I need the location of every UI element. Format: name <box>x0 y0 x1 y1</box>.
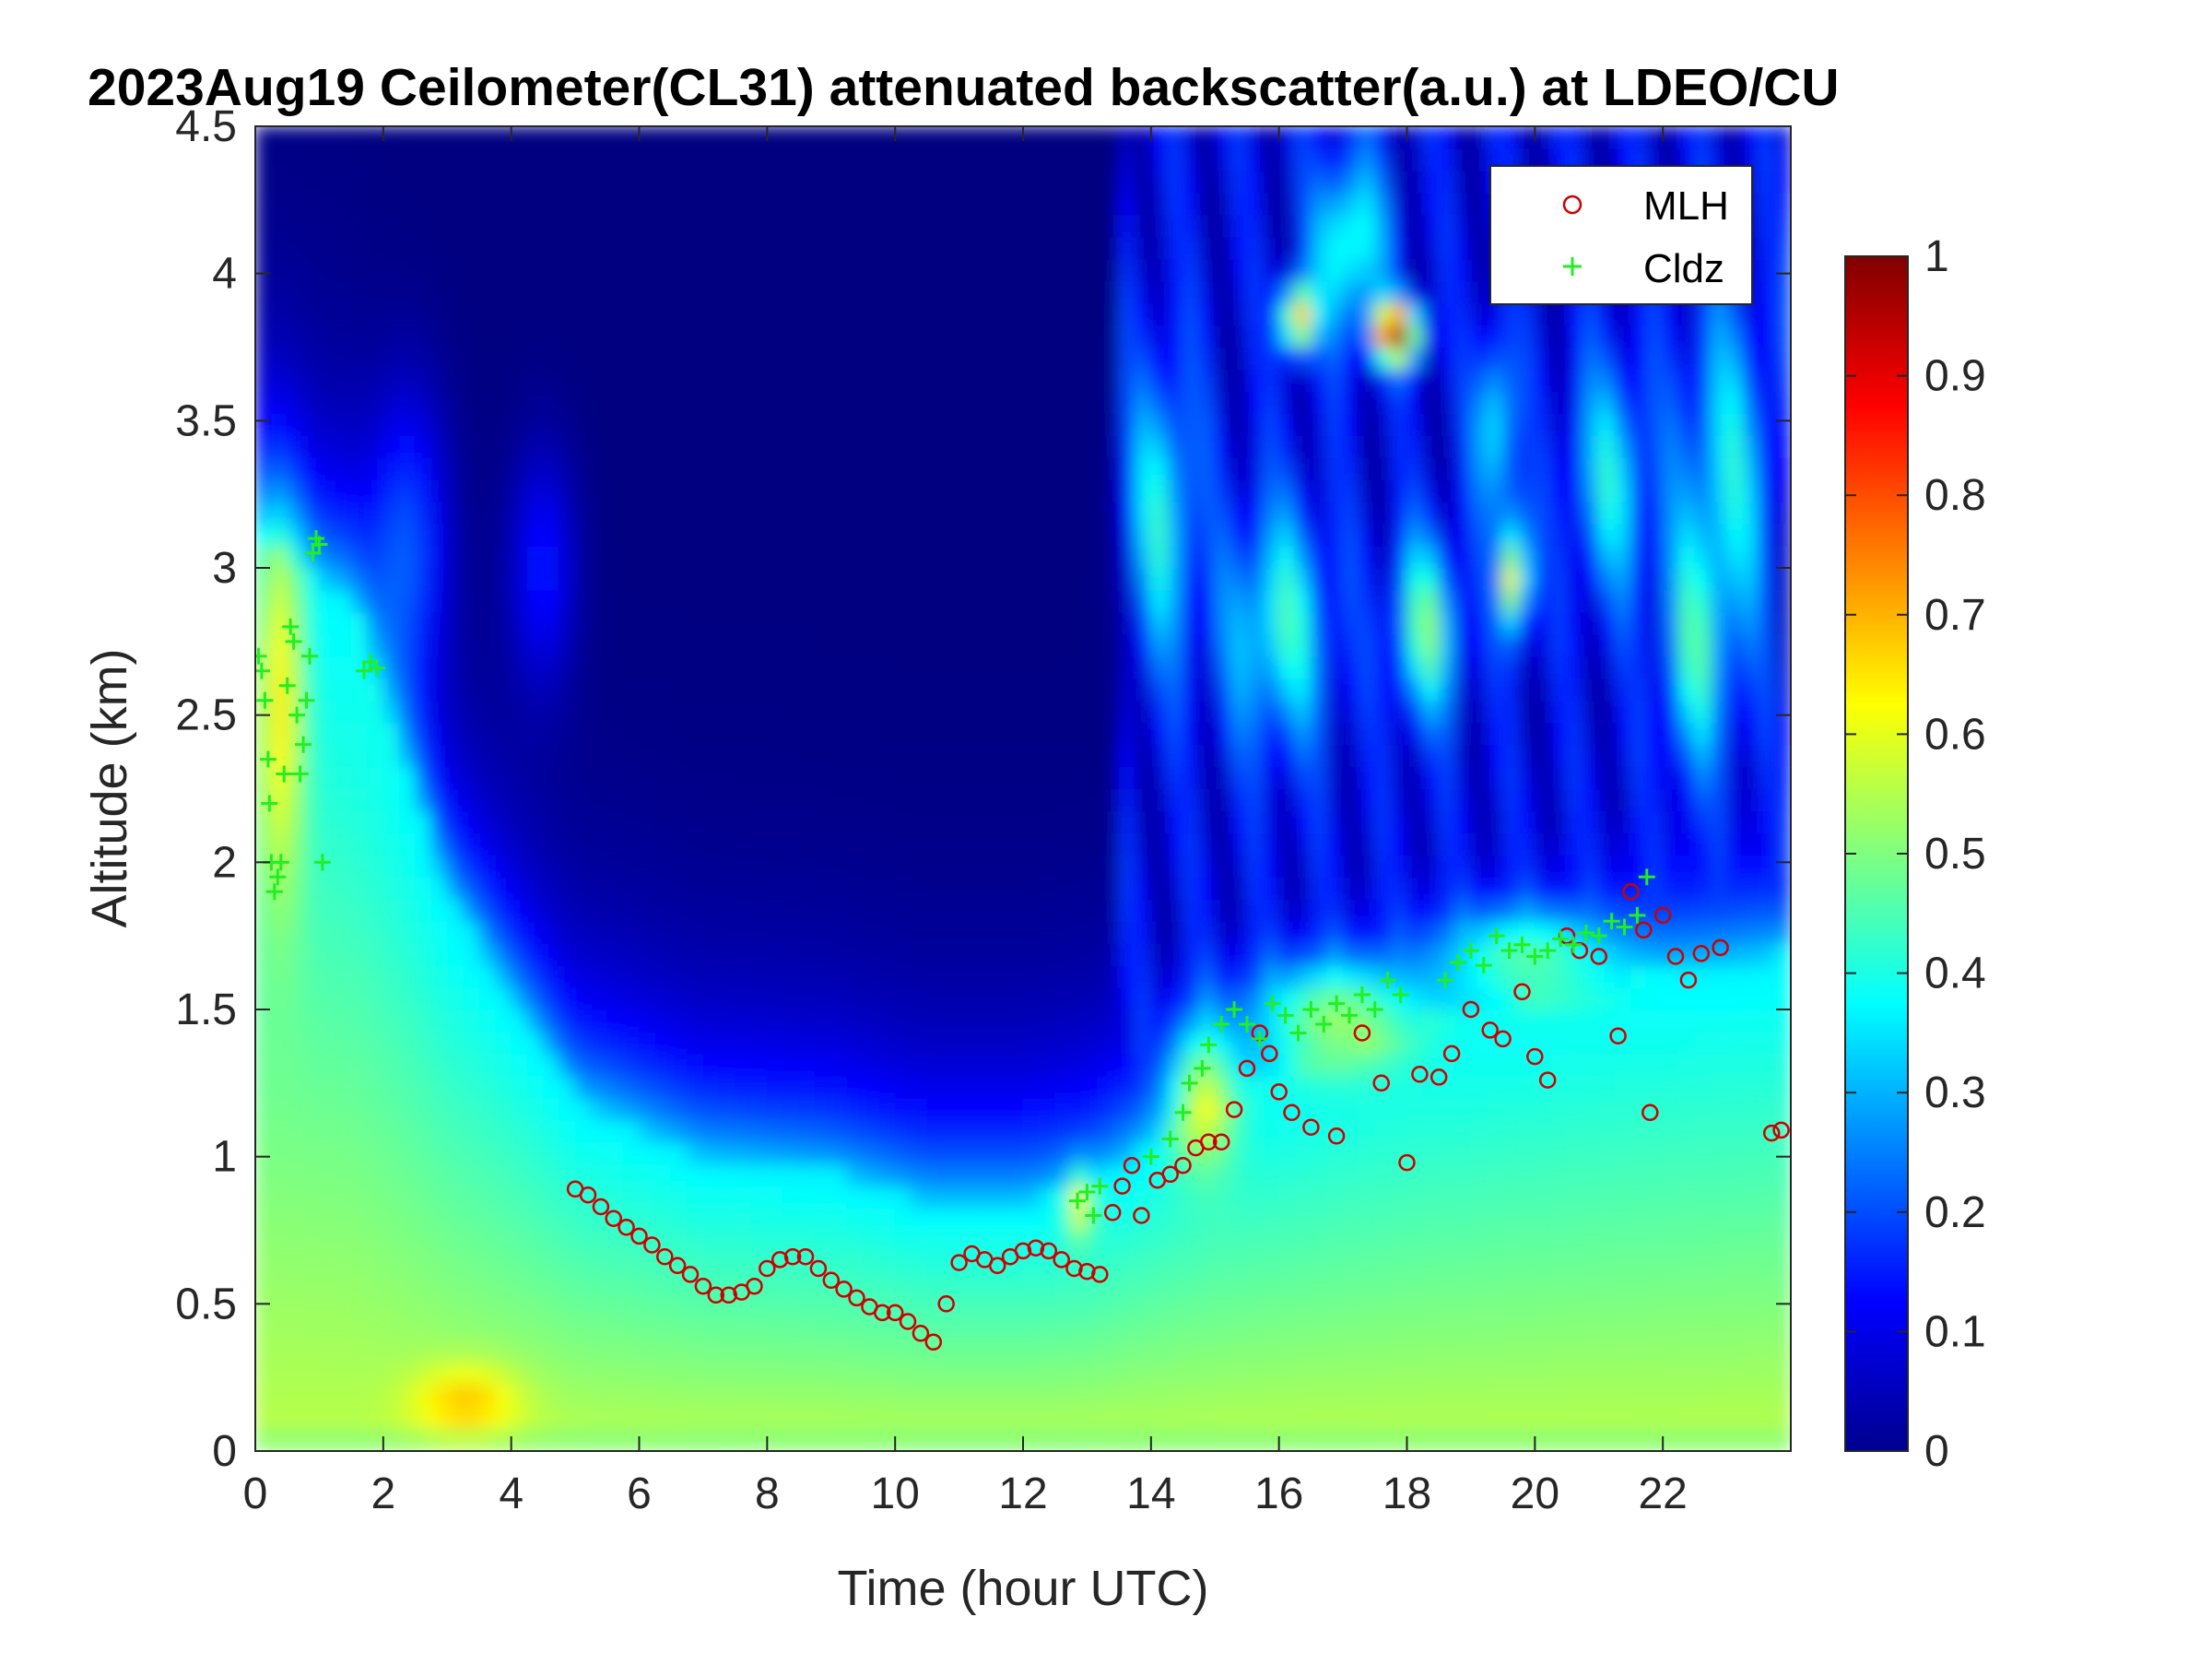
x-tick-label: 16 <box>1254 1469 1303 1518</box>
x-tick-label: 0 <box>243 1469 268 1518</box>
x-tick-label: 20 <box>1511 1469 1559 1518</box>
x-axis-label: Time (hour UTC) <box>837 1561 1208 1616</box>
y-tick-label: 2 <box>212 838 237 887</box>
x-tick-label: 2 <box>371 1469 395 1518</box>
x-tick-label: 14 <box>1126 1469 1175 1518</box>
y-tick-label: 0 <box>212 1427 237 1476</box>
colorbar-tick-label: 0.8 <box>1924 471 1986 520</box>
colorbar-tick-label: 0.2 <box>1924 1188 1986 1237</box>
backscatter-heatmap <box>255 126 1792 1452</box>
colorbar-tick-label: 0.6 <box>1924 710 1986 759</box>
colorbar-tick-label: 0 <box>1924 1427 1949 1476</box>
colorbar-tick-label: 0.9 <box>1924 352 1986 401</box>
x-tick-label: 22 <box>1638 1469 1687 1518</box>
y-tick-label: 0.5 <box>175 1280 237 1328</box>
colorbar-tick-label: 0.7 <box>1924 591 1986 640</box>
colorbar-tick-label: 0.4 <box>1924 950 1986 998</box>
chart-title: 2023Aug19 Ceilometer(CL31) attenuated ba… <box>88 57 1840 118</box>
y-tick-label: 1.5 <box>175 985 237 1034</box>
x-tick-label: 8 <box>755 1469 780 1518</box>
colorbar-tick-label: 1 <box>1924 232 1949 281</box>
colorbar-tick-label: 0.1 <box>1924 1307 1986 1356</box>
x-tick-label: 18 <box>1382 1469 1431 1518</box>
legend-mlh-label: MLH <box>1643 183 1729 229</box>
x-tick-label: 12 <box>998 1469 1047 1518</box>
y-tick-label: 3 <box>212 544 237 593</box>
y-tick-label: 3.5 <box>175 396 237 445</box>
y-tick-label: 1 <box>212 1133 237 1182</box>
x-tick-label: 10 <box>870 1469 919 1518</box>
x-tick-label: 6 <box>627 1469 652 1518</box>
y-tick-label: 4 <box>212 250 237 299</box>
legend-cldz-label: Cldz <box>1643 246 1724 291</box>
heatmap-cells <box>255 126 1792 1452</box>
x-tick-label: 4 <box>499 1469 524 1518</box>
legend: MLH Cldz <box>1490 166 1752 304</box>
colorbar: 0 0.1 0.2 0.3 0.4 0.5 0.6 0.7 0.8 0.9 1 <box>1845 232 1986 1476</box>
colorbar-tick-label: 0.5 <box>1924 830 1986 879</box>
y-axis-label: Altitude (km) <box>82 648 137 927</box>
colorbar-tick-label: 0.3 <box>1924 1068 1986 1117</box>
y-tick-label: 2.5 <box>175 691 237 740</box>
